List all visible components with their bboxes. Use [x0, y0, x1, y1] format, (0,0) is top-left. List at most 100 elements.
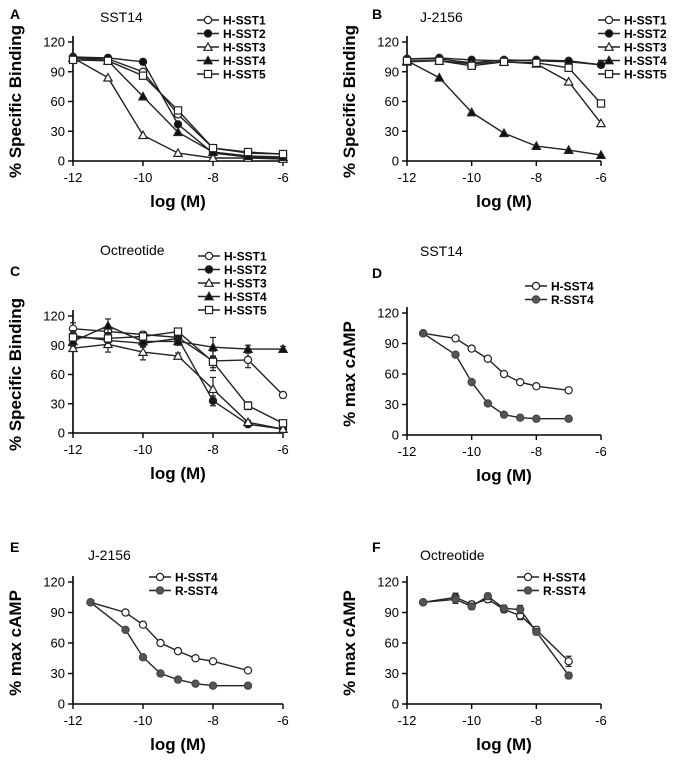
series-h-sst4	[86, 598, 253, 675]
y-tick-label: 0	[392, 428, 399, 443]
legend-item: H-SST2	[197, 27, 266, 41]
legend-item: H-SST5	[598, 68, 667, 82]
data-point	[138, 653, 148, 662]
legend-label: R-SST4	[543, 584, 586, 598]
data-point	[102, 320, 114, 330]
legend-label: H-SST2	[224, 263, 267, 277]
panel-title: Octreotide	[420, 547, 485, 563]
series-line	[423, 595, 570, 676]
x-tick-label: -12	[64, 170, 83, 185]
data-point	[532, 414, 541, 423]
series-h-sst4	[401, 55, 607, 159]
y-axis-label: % max cAMP	[340, 590, 359, 696]
data-point	[532, 58, 541, 68]
data-point	[173, 120, 183, 129]
series-line	[423, 332, 569, 391]
panel-e: E J-2156 0 30 60 90 120 -12 -10 -8 -6 log (M) % max …	[6, 539, 289, 754]
legend-item: H-SST4	[198, 290, 267, 304]
x-tick-label: -6	[595, 713, 607, 728]
legend-item: H-SST3	[197, 41, 266, 55]
x-tick-label: -12	[64, 713, 83, 728]
panel-title: J-2156	[420, 9, 463, 25]
legend-marker	[155, 572, 165, 582]
data-point	[564, 671, 573, 680]
legend-marker	[531, 281, 541, 291]
data-point	[242, 416, 254, 427]
data-point	[418, 329, 428, 338]
data-point	[499, 57, 509, 67]
data-point	[564, 386, 573, 395]
data-point	[277, 423, 289, 434]
legend-label: R-SST4	[175, 584, 218, 598]
x-tick-label: -8	[207, 170, 219, 185]
legend-marker	[203, 15, 213, 25]
y-tick-label: 30	[51, 666, 65, 681]
y-tick-label: 0	[392, 154, 399, 169]
data-point	[563, 144, 574, 155]
y-tick-label: 0	[58, 697, 65, 712]
x-tick-label: -6	[595, 170, 607, 185]
data-point	[483, 399, 493, 408]
y-tick-label: 90	[51, 605, 65, 620]
data-point	[68, 55, 78, 65]
data-point	[138, 71, 148, 80]
x-tick-label: -10	[462, 444, 481, 459]
y-tick-label: 120	[377, 575, 399, 590]
data-point	[172, 147, 184, 157]
legend-label: H-SST4	[551, 280, 594, 294]
y-tick-label: 60	[51, 367, 65, 382]
data-point	[451, 350, 460, 359]
data-point	[207, 383, 219, 394]
legend-label: H-SST1	[624, 14, 667, 28]
x-tick-label: -6	[277, 170, 289, 185]
legend-item: R-SST4	[525, 293, 594, 307]
data-point	[208, 357, 218, 367]
data-point	[172, 126, 184, 137]
x-tick-label: -8	[531, 170, 543, 185]
data-point	[451, 595, 460, 604]
panel-label: B	[372, 6, 382, 22]
data-point	[208, 143, 218, 153]
x-axis-label: log (M)	[150, 735, 206, 754]
data-point	[467, 377, 476, 387]
data-point	[172, 350, 184, 360]
series-h-sst5	[68, 327, 288, 428]
data-point	[191, 654, 200, 663]
data-point	[103, 56, 113, 66]
legend-item: H-SST4	[598, 54, 667, 68]
y-tick-label: 90	[385, 336, 399, 351]
data-point	[103, 334, 113, 343]
series-line	[406, 60, 602, 156]
y-tick-label: 90	[385, 64, 399, 79]
x-tick-label: -10	[134, 442, 153, 457]
x-tick-label: -8	[207, 442, 219, 457]
data-point	[532, 627, 541, 637]
legend-marker	[203, 291, 215, 301]
legend-marker	[531, 295, 541, 304]
y-tick-label: 30	[51, 396, 65, 411]
y-tick-label: 60	[51, 94, 65, 109]
legend-label: H-SST1	[223, 14, 266, 28]
y-axis-label: % max cAMP	[6, 590, 25, 696]
panel-title: SST14	[100, 9, 143, 25]
y-axis-label: % max cAMP	[340, 321, 359, 427]
data-point	[207, 152, 219, 162]
data-point	[243, 147, 253, 157]
legend-label: H-SST5	[224, 304, 267, 318]
series-h-sst2	[68, 330, 288, 434]
y-axis-label: % Specific Binding	[340, 25, 359, 178]
legend-marker	[203, 277, 215, 287]
panel-label: F	[372, 539, 381, 555]
y-tick-label: 90	[385, 605, 399, 620]
legend-item: H-SST1	[198, 250, 267, 264]
legend-marker	[603, 41, 615, 51]
series-h-sst4	[418, 329, 573, 395]
x-tick-label: -8	[531, 713, 543, 728]
data-point	[418, 598, 428, 607]
panel-title: Octreotide	[100, 242, 165, 258]
panel-b: B J-2156 0 30 60 90 120 -12 -10 -8 -6 log (M) % Spec…	[340, 6, 667, 211]
x-tick-label: -10	[462, 713, 481, 728]
legend-item: H-SST3	[598, 41, 667, 55]
data-point	[278, 149, 288, 159]
legend-marker	[523, 586, 533, 595]
